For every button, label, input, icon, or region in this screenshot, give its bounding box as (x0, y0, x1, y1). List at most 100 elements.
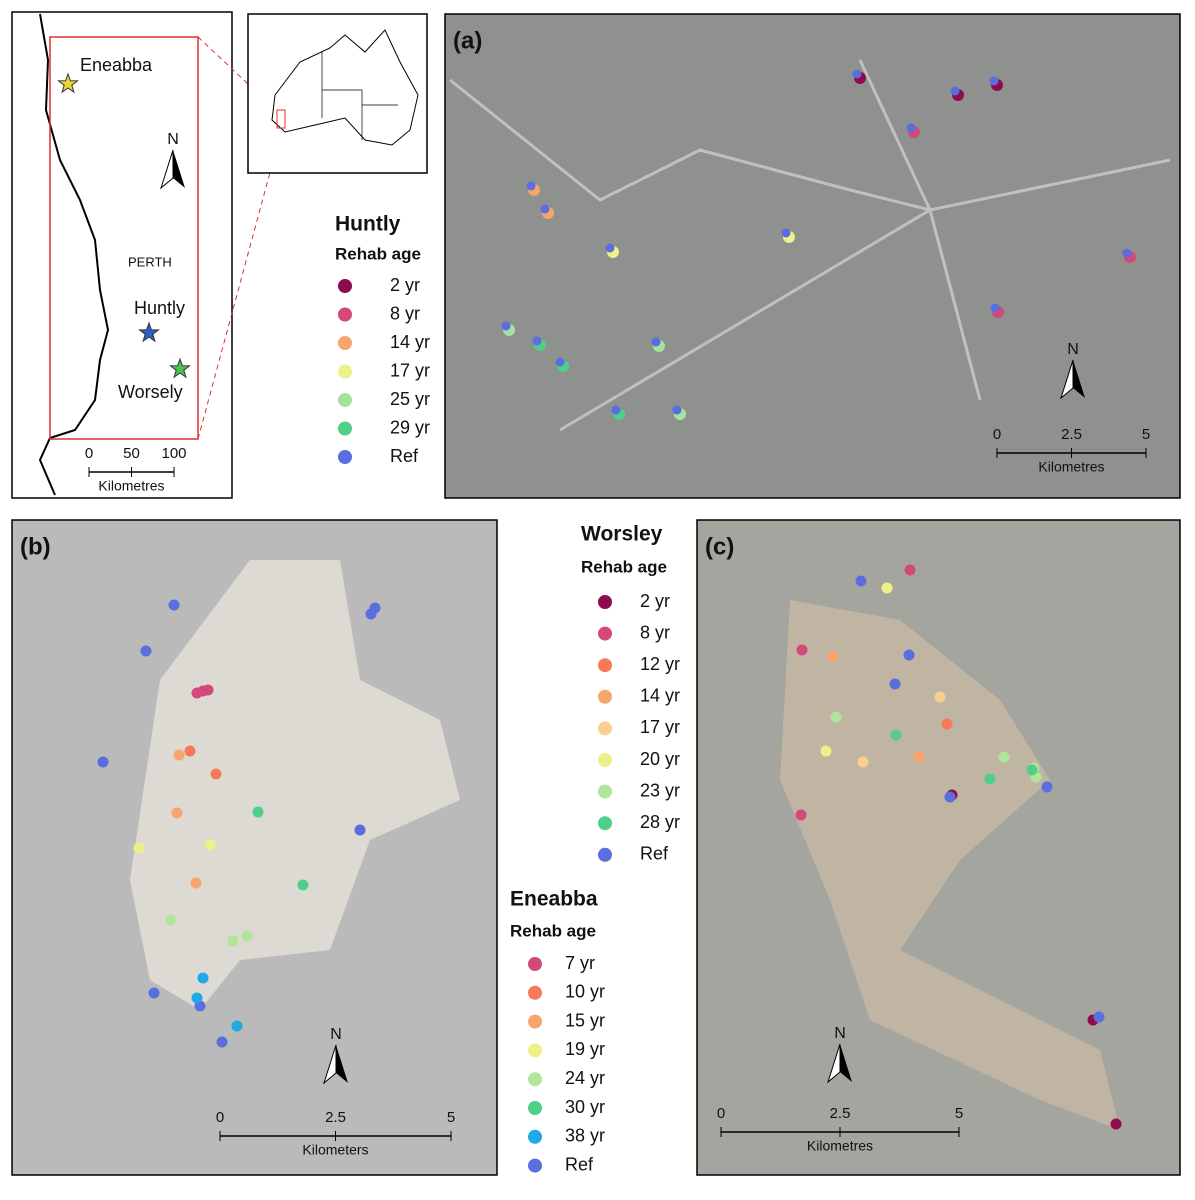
legend-label: 8 yr (640, 622, 670, 642)
legend-label: Ref (640, 844, 669, 864)
north-arrow (1073, 360, 1085, 398)
scale-label: 0 (717, 1105, 725, 1122)
site-marker (1026, 764, 1038, 776)
site-marker (796, 644, 808, 656)
site-marker (204, 839, 216, 851)
legend-swatch (598, 721, 612, 736)
site-marker (890, 729, 902, 741)
australia-extent (276, 109, 286, 129)
site-marker (354, 824, 366, 836)
site-star (138, 321, 160, 343)
site-marker (827, 651, 839, 663)
site-marker (210, 768, 222, 780)
site-marker (165, 914, 177, 926)
mine-area (780, 600, 1120, 1130)
legend-swatch (528, 1158, 542, 1173)
site-marker (830, 711, 842, 723)
legend-title: Huntly (335, 213, 401, 236)
site-marker (140, 645, 152, 657)
site-marker (1093, 1011, 1105, 1023)
site-marker (526, 181, 536, 191)
legend-label: 12 yr (640, 654, 680, 674)
site-marker (989, 76, 999, 86)
legend-swatch (528, 1072, 542, 1087)
legend-label: 25 yr (390, 389, 430, 409)
site-marker (184, 745, 196, 757)
legend-swatch (338, 279, 352, 293)
legend-swatch (338, 393, 352, 407)
site-marker (191, 992, 203, 1004)
site-marker (852, 69, 862, 79)
site-marker (190, 877, 202, 889)
site-marker (1110, 1118, 1122, 1130)
legend-label: 30 yr (565, 1097, 605, 1117)
australia (271, 29, 419, 146)
site-marker (998, 751, 1010, 763)
scale-label: 100 (161, 445, 186, 462)
legend-label: 23 yr (640, 780, 680, 800)
legend-label: 38 yr (565, 1126, 605, 1146)
legend-label: 15 yr (565, 1010, 605, 1030)
legend-swatch (598, 753, 612, 767)
scale-label: 0 (85, 445, 93, 462)
north-label: N (330, 1026, 342, 1043)
site-star (169, 357, 191, 379)
legend-label: 17 yr (640, 717, 680, 737)
site-marker (501, 321, 511, 331)
north-label: N (167, 131, 179, 148)
legend-label: 8 yr (390, 303, 420, 323)
legend-subtitle: Rehab age (335, 244, 421, 263)
legend-subtitle: Rehab age (581, 557, 667, 576)
legend-subtitle: Rehab age (510, 921, 596, 940)
legend-swatch (598, 595, 612, 609)
site-marker (540, 204, 550, 214)
site-marker (857, 756, 869, 768)
site-marker (605, 243, 615, 253)
site-marker (532, 336, 542, 346)
site-marker (906, 123, 916, 133)
mine-area (130, 560, 460, 1010)
panel-label: (a) (453, 27, 482, 54)
legend-label: 14 yr (640, 686, 680, 706)
north-label: N (1067, 341, 1079, 358)
scale-label: 2.5 (830, 1105, 851, 1122)
scale-unit: Kilometres (807, 1138, 873, 1154)
site-marker (171, 807, 183, 819)
place-label: Eneabba (80, 55, 153, 75)
scale-label: 50 (123, 445, 140, 462)
legend-swatch (528, 1129, 542, 1144)
panel-label: (b) (20, 533, 51, 560)
site-marker (297, 879, 309, 891)
study-extent (49, 36, 199, 440)
north-arrow (840, 1044, 852, 1082)
north-arrow (173, 150, 185, 188)
site-star (57, 72, 79, 94)
legend-swatch (528, 957, 542, 971)
place-label: Huntly (134, 298, 185, 318)
site-marker (795, 809, 807, 821)
site-marker (913, 751, 925, 763)
site-marker (881, 582, 893, 594)
site-marker (202, 684, 214, 696)
site-marker (903, 649, 915, 661)
site-marker (934, 691, 946, 703)
scale-unit: Kilometres (98, 478, 164, 494)
panel-a (444, 13, 1181, 499)
site-marker (611, 405, 621, 415)
north-label: N (834, 1025, 846, 1042)
site-marker (555, 357, 565, 367)
scale-label: 5 (447, 1109, 455, 1126)
legend-label: 14 yr (390, 332, 430, 352)
legend-title: Worsley (581, 523, 663, 546)
legend-swatch (598, 689, 612, 704)
legend-swatch (598, 626, 612, 641)
legend-label: 28 yr (640, 812, 680, 832)
site-marker (1041, 781, 1053, 793)
location-frame (11, 11, 233, 499)
legend-label: 2 yr (390, 275, 420, 295)
site-marker (168, 599, 180, 611)
legend-swatch (338, 450, 352, 464)
legend-swatch (528, 1101, 542, 1115)
scale-label: 0 (993, 426, 1001, 443)
